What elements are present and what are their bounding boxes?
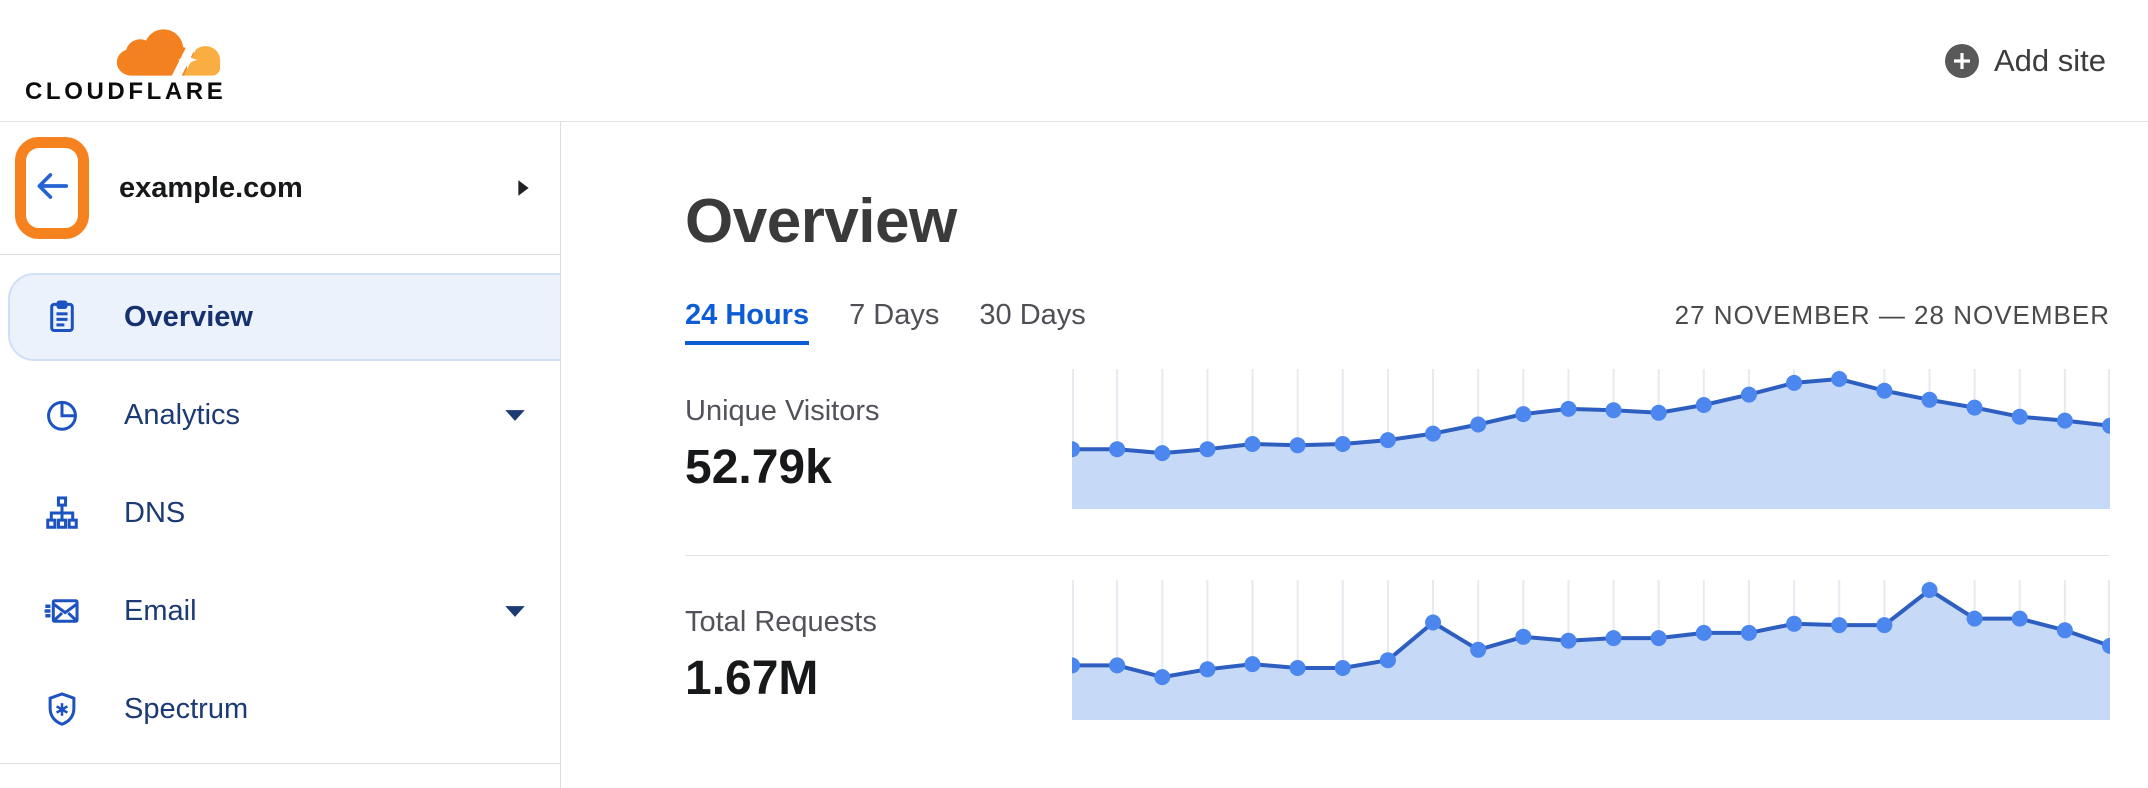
add-site-button[interactable]: Add site <box>1944 43 2106 79</box>
time-range-tabs: 24 Hours 7 Days 30 Days 27 NOVEMBER — 28 NO… <box>685 299 2110 345</box>
total-requests-chart[interactable] <box>1072 580 2110 730</box>
top-header: CLOUDFLARE Add site <box>0 0 2148 122</box>
metric-label: Unique Visitors <box>685 395 880 427</box>
sidebar-item-label: Spectrum <box>124 692 249 725</box>
zone-selector-row: example.com <box>0 122 560 255</box>
sidebar-item-label: Email <box>124 594 197 627</box>
metric-row-unique-visitors: Unique Visitors 52.79k <box>685 369 2110 519</box>
pie-chart-icon <box>42 396 82 434</box>
page-title: Overview <box>685 187 957 256</box>
back-arrow-icon <box>33 167 71 210</box>
zone-name: example.com <box>119 171 303 204</box>
plus-circle-icon <box>1944 43 1980 79</box>
sidebar-item-analytics[interactable]: Analytics <box>8 371 560 459</box>
sidebar-item-label: DNS <box>124 496 186 529</box>
sidebar-item-spectrum[interactable]: Spectrum <box>8 665 560 753</box>
metric-chart-container <box>1072 369 2110 519</box>
sidebar-item-dns[interactable]: DNS <box>8 469 560 557</box>
tab-24-hours[interactable]: 24 Hours <box>685 299 810 345</box>
clipboard-icon <box>42 298 82 336</box>
date-range-label: 27 NOVEMBER — 28 NOVEMBER <box>1674 300 2110 330</box>
cloudflare-cloud-icon <box>108 24 226 78</box>
metric-label: Total Requests <box>685 606 877 638</box>
back-button[interactable] <box>15 137 89 239</box>
sidebar-nav: Overview Analytics DNS Email Spectrum <box>0 255 560 764</box>
chevron-down-icon[interactable] <box>504 605 526 618</box>
metric-chart-container <box>1072 580 2110 730</box>
metric-info: Unique Visitors 52.79k <box>685 369 1072 519</box>
shield-icon <box>42 690 82 728</box>
metrics-section: Unique Visitors 52.79k Total Requests 1.… <box>685 369 2110 730</box>
sidebar-item-overview[interactable]: Overview <box>8 273 560 361</box>
tab-7-days[interactable]: 7 Days <box>849 299 940 331</box>
metric-info: Total Requests 1.67M <box>685 580 1072 730</box>
chevron-right-icon[interactable] <box>517 179 530 197</box>
sidebar: example.com Overview Analytics DNS Email… <box>0 122 561 788</box>
sidebar-item-label: Overview <box>124 300 253 333</box>
sidebar-item-email[interactable]: Email <box>8 567 560 655</box>
main-content: Overview 24 Hours 7 Days 30 Days 27 NOVEMBE… <box>561 122 2148 788</box>
metric-value: 1.67M <box>685 652 819 705</box>
row-divider <box>685 555 2110 556</box>
dns-tree-icon <box>42 494 82 532</box>
cloudflare-wordmark: CLOUDFLARE <box>25 77 227 105</box>
add-site-label: Add site <box>1993 42 2106 78</box>
chevron-down-icon[interactable] <box>504 409 526 422</box>
sidebar-item-label: Analytics <box>124 398 241 431</box>
cloudflare-logo: CLOUDFLARE <box>25 24 226 104</box>
email-icon <box>42 592 82 630</box>
metric-row-total-requests: Total Requests 1.67M <box>685 580 2110 730</box>
metric-value: 52.79k <box>685 441 832 494</box>
tab-30-days[interactable]: 30 Days <box>979 299 1086 331</box>
unique-visitors-chart[interactable] <box>1072 369 2110 519</box>
